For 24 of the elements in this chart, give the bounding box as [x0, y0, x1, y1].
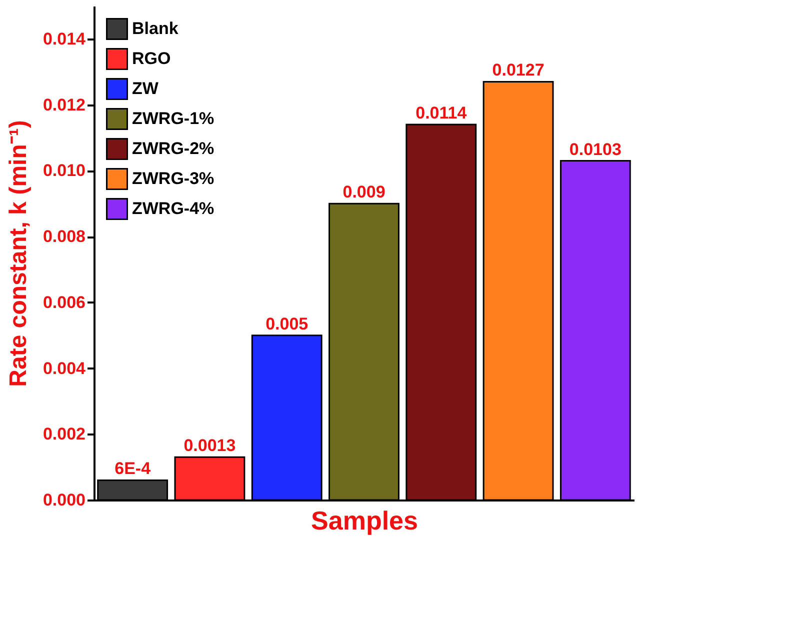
- legend-label: ZWRG-3%: [132, 169, 214, 188]
- data-label: 0.0114: [416, 104, 468, 123]
- x-axis-title: Samples: [311, 506, 418, 536]
- legend-label: RGO: [132, 49, 171, 68]
- legend-label: ZWRG-1%: [132, 109, 214, 128]
- y-axis-title: Rate constant, k (min⁻¹): [4, 120, 32, 387]
- y-tick-label: 0.012: [42, 95, 86, 114]
- data-label: 0.009: [342, 182, 386, 202]
- y-tick-label: 0.010: [42, 161, 86, 180]
- data-label: 0.0127: [492, 60, 544, 80]
- data-label: 0.005: [266, 314, 308, 334]
- y-tick-label: 0.014: [42, 29, 86, 48]
- data-label: 6E-4: [114, 459, 152, 478]
- legend-label: Blank: [132, 19, 179, 38]
- y-tick-label: 0.002: [42, 424, 86, 444]
- legend-label: ZW: [132, 79, 160, 98]
- y-tick-label: 0.006: [42, 292, 86, 312]
- legend-label: ZWRG-4%: [132, 199, 214, 218]
- y-tick-label: 0.000: [42, 490, 86, 510]
- y-tick-label: 0.008: [42, 227, 86, 246]
- y-tick-label: 0.004: [42, 358, 86, 378]
- data-label: 0.0013: [184, 436, 236, 456]
- data-label: 0.0103: [569, 140, 622, 159]
- legend-label: ZWRG-2%: [132, 139, 214, 158]
